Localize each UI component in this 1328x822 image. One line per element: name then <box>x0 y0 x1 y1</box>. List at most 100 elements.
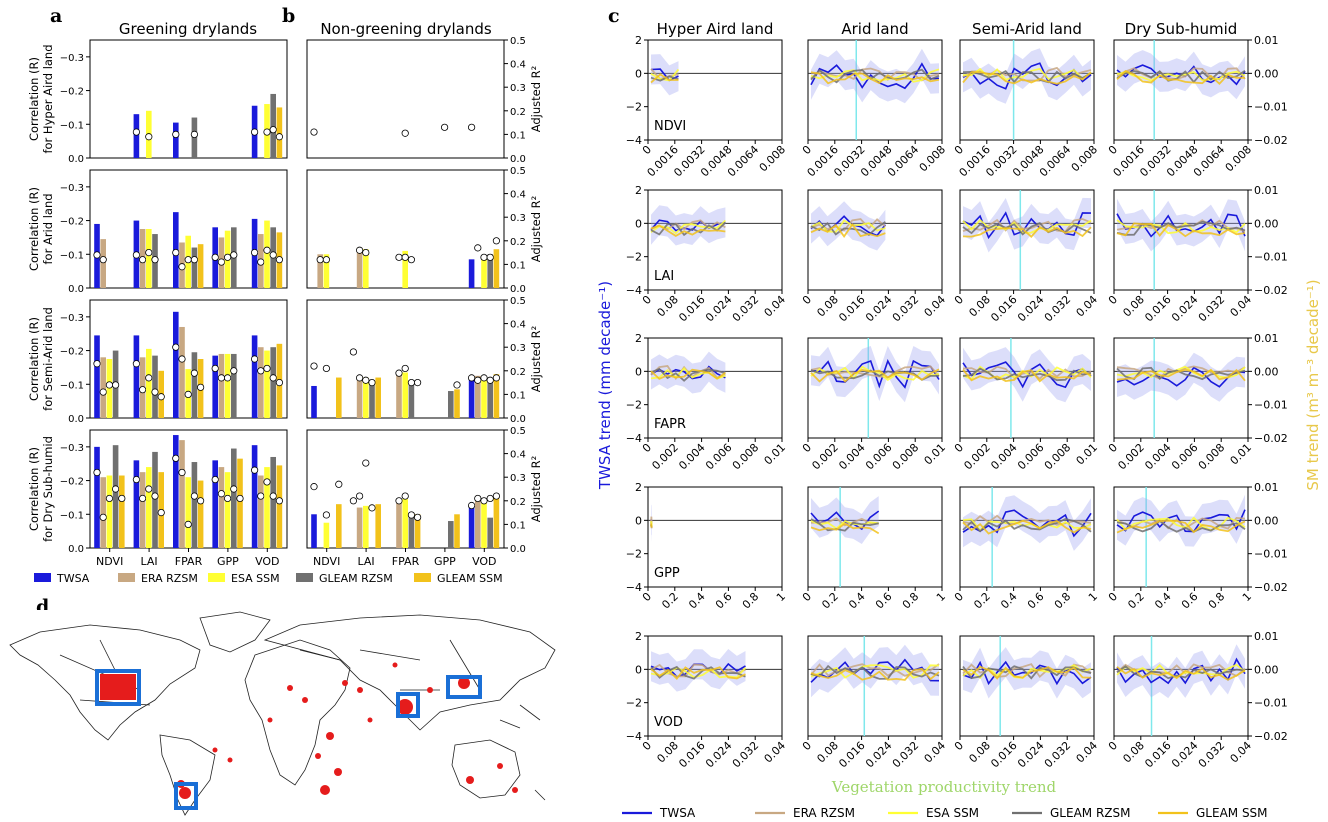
axes-frame <box>647 486 783 588</box>
r2-tick-label: 0.4 <box>510 320 526 331</box>
x-tick-label: 0 <box>800 293 814 307</box>
bar-gleam-ssm <box>197 480 204 548</box>
adj-r2-point <box>145 249 153 257</box>
y-tick-label: −0.2 <box>60 87 84 98</box>
panel-a-row-3: 0.0 −0.1 −0.2 −0.3 Correlation (R) for Semi-A… <box>27 299 288 425</box>
x-tick-label: 0 <box>1106 293 1120 307</box>
bar-esa-ssm <box>146 229 152 288</box>
adj-r2-point <box>184 256 192 264</box>
line-esa-ssm <box>810 519 879 530</box>
panel-c-r4-c2: 0 0.2 0.4 0.6 0.8 1 <box>800 486 948 611</box>
bar-twsa <box>251 335 258 418</box>
axes-frame <box>959 635 1095 737</box>
bar-gleam-rzsm <box>112 445 119 548</box>
y-axis-label: Correlation (R) for Hyper Aird land <box>27 44 55 153</box>
panel-a-row-4: 0.0 −0.1 −0.2 −0.3 Correlation (R) for Dry Su… <box>27 429 288 568</box>
line-gleam-rzsm <box>650 367 726 382</box>
bar-gleam-rzsm <box>191 247 198 288</box>
x-tick-label: GPP <box>434 555 456 568</box>
adj-r2-point <box>190 492 198 500</box>
adj-r2-point <box>355 374 364 382</box>
axes-frame <box>647 39 783 141</box>
bar-gleam-ssm <box>493 374 500 418</box>
y-tick-label: −4 <box>626 581 642 594</box>
bar-era-rzsm <box>475 375 481 418</box>
panel-b-row-4: 0.0 0.1 0.2 0.3 0.4 0.5 Adjusted R² NDVI LAI FPAR… <box>306 426 543 568</box>
panel-b-row-1: 0.0 0.1 0.2 0.3 0.4 0.5 Adjusted R² <box>306 36 543 165</box>
adj-r2-point <box>251 355 259 363</box>
y-tick-label: −2 <box>626 697 642 710</box>
x-tick-label: 0.6 <box>1025 590 1047 612</box>
adj-r2-point <box>407 511 415 519</box>
bar-twsa <box>311 514 317 548</box>
y-axis-label: Correlation (R) for Semi-Arid land <box>27 307 55 411</box>
bar-esa-ssm <box>224 472 231 548</box>
adj-r2-point <box>217 490 225 498</box>
x-tick-label: 0.04 <box>1228 293 1255 320</box>
x-tick-label: 0.04 <box>762 293 789 320</box>
x-tick-label: 0.8 <box>1206 590 1228 612</box>
adj-r2-point <box>275 378 283 387</box>
y-label-line-2: for Semi-Arid land <box>41 307 55 411</box>
bar-era-rzsm <box>100 477 106 548</box>
bar-gleam-ssm <box>237 458 243 548</box>
line-twsa <box>1116 366 1246 388</box>
adj-r2-point <box>355 492 364 500</box>
x-tick-label: 0.01 <box>1228 441 1255 468</box>
twsa-uncertainty-band <box>1117 644 1245 699</box>
bar-era-rzsm <box>179 326 185 418</box>
adj-r2-point <box>105 494 114 503</box>
adj-r2-point <box>322 511 330 519</box>
x-tick-label: 0.016 <box>1142 739 1173 770</box>
bar-gleam-rzsm <box>270 93 276 158</box>
bar-twsa <box>173 311 179 418</box>
x-tick-label: 0.004 <box>676 441 707 472</box>
line-gleam-ssm <box>962 369 1092 383</box>
x-tick-label: 0.2 <box>971 590 993 612</box>
bar-twsa <box>173 435 179 548</box>
bar-twsa <box>468 505 475 548</box>
line-gleam-rzsm <box>1116 69 1246 84</box>
r2-axis-label: Adjusted R² <box>529 66 543 133</box>
adj-r2-point <box>172 454 180 462</box>
bar-gleam-rzsm <box>487 517 493 548</box>
bar-gleam-ssm <box>454 389 460 418</box>
x-tick-label: 0.006 <box>1169 441 1200 472</box>
axes-frame <box>647 635 783 737</box>
y-tick-label: −4 <box>626 432 642 445</box>
x-tick-label: 0.004 <box>988 441 1019 472</box>
adj-r2-point <box>139 386 147 394</box>
line-gleam-rzsm <box>810 518 879 532</box>
r2-label: Adjusted R² <box>529 456 543 523</box>
line-twsa <box>962 62 1092 90</box>
bar-era-rzsm <box>356 377 363 418</box>
adj-r2-point <box>407 256 415 264</box>
r-tick-label: −0.02 <box>1254 284 1288 297</box>
adj-r2-point <box>211 253 219 261</box>
line-esa-ssm <box>650 666 747 679</box>
line-gleam-ssm <box>650 368 726 380</box>
r-tick-label: 0.01 <box>1254 332 1279 345</box>
adj-r2-point <box>335 480 343 488</box>
x-tick-label: 0.04 <box>922 739 949 766</box>
c-row-label: GPP <box>654 566 680 581</box>
bar-esa-ssm <box>224 353 231 418</box>
adj-r2-point <box>99 256 107 264</box>
y-tick-label: −0.1 <box>60 250 84 261</box>
adj-r2-point <box>474 244 482 252</box>
y-tick-label: 2 <box>635 630 642 643</box>
adj-r2-point <box>263 128 271 136</box>
bar-gleam-rzsm <box>270 347 276 418</box>
bar-esa-ssm <box>323 522 330 548</box>
x-tick-label: 0 <box>640 293 654 307</box>
x-tick-label: GPP <box>217 555 239 568</box>
bar-era-rzsm <box>139 472 146 548</box>
adj-r2-point <box>310 128 318 136</box>
adj-r2-point <box>263 478 271 486</box>
adj-r2-point <box>105 381 114 389</box>
y-tick-label: −0.3 <box>60 443 84 454</box>
bar-gleam-rzsm <box>448 391 454 418</box>
y-tick-label: −2 <box>626 548 642 561</box>
